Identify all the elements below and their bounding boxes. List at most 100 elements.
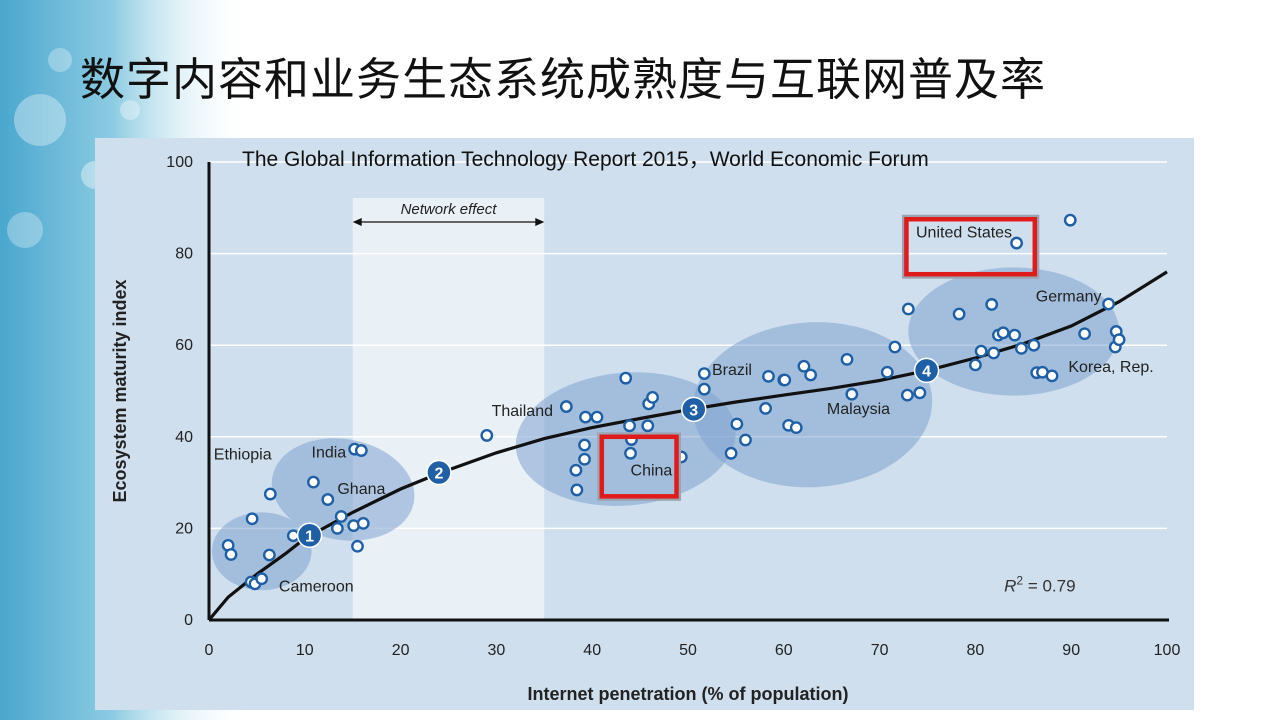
- data-point: [624, 446, 637, 460]
- arrow-head-left: [352, 218, 362, 226]
- cluster-ellipse: [211, 512, 312, 591]
- data-point: [730, 417, 744, 431]
- stage-marker-label: 1: [305, 528, 314, 545]
- data-point: [1063, 213, 1077, 227]
- network-effect-band: [352, 198, 545, 620]
- highlight-box-outline: [597, 432, 682, 501]
- x-tick-label: 90: [1062, 642, 1080, 659]
- data-point: [913, 386, 927, 400]
- country-label: Brazil: [712, 362, 752, 379]
- data-point: [996, 326, 1010, 340]
- data-point: [697, 367, 711, 380]
- data-point: [354, 444, 368, 457]
- y-axis-label: Ecosystem maturity index: [110, 279, 130, 502]
- data-point: [952, 307, 966, 321]
- highlight-box: [599, 434, 679, 499]
- cluster-ellipse: [692, 322, 933, 488]
- data-point: [334, 510, 348, 523]
- stage-marker: [296, 522, 323, 549]
- data-point: [569, 463, 583, 477]
- country-label: Korea, Rep.: [1068, 359, 1153, 376]
- x-tick-label: 70: [871, 642, 889, 659]
- stage-marker: [913, 357, 940, 384]
- data-point: [880, 365, 894, 379]
- data-point: [578, 438, 591, 452]
- data-point: [623, 419, 636, 433]
- data-point: [255, 572, 269, 586]
- x-tick-label: 30: [488, 642, 506, 659]
- y-tick-label: 100: [166, 154, 193, 171]
- network-effect-arrow: [352, 218, 545, 226]
- data-point: [697, 382, 711, 396]
- data-point: [263, 487, 277, 501]
- data-point: [724, 446, 738, 460]
- cluster-ellipse: [271, 438, 415, 541]
- x-tick-label: 60: [775, 642, 793, 659]
- data-point: [1112, 333, 1126, 347]
- data-point: [1008, 328, 1022, 342]
- data-point: [578, 452, 591, 466]
- country-label: Germany: [1036, 289, 1102, 306]
- data-point: [969, 358, 982, 372]
- data-point: [480, 429, 494, 442]
- data-point: [845, 387, 859, 401]
- data-point: [619, 371, 633, 385]
- data-point: [307, 475, 320, 489]
- data-point: [888, 340, 902, 354]
- stage-marker: [680, 396, 707, 423]
- data-point: [974, 344, 988, 358]
- network-effect-label: Network effect: [401, 201, 498, 218]
- y-tick-label: 20: [175, 520, 193, 537]
- data-point: [1078, 327, 1092, 341]
- x-tick-label: 100: [1154, 642, 1181, 659]
- data-point: [262, 548, 276, 562]
- data-point: [1102, 297, 1115, 311]
- data-point: [804, 368, 818, 382]
- data-point: [330, 522, 344, 535]
- data-point: [840, 352, 854, 366]
- data-point: [646, 391, 659, 404]
- data-point: [224, 548, 238, 561]
- highlight-box: [904, 217, 1038, 277]
- x-tick-label: 50: [679, 642, 697, 659]
- data-point: [1010, 236, 1023, 250]
- x-tick-label: 80: [967, 642, 985, 659]
- country-label: Thailand: [492, 403, 553, 420]
- data-point: [1027, 338, 1041, 352]
- country-label: Malaysia: [827, 401, 890, 418]
- country-label: Ghana: [337, 481, 385, 498]
- data-point: [759, 402, 772, 415]
- r-squared-annotation: R2 = 0.79: [1004, 574, 1075, 596]
- slide-title: 数字内容和业务生态系统成熟度与互联网普及率: [80, 53, 1047, 106]
- data-point: [985, 298, 999, 311]
- data-point: [762, 369, 775, 383]
- data-point: [590, 410, 604, 424]
- stage-marker: [426, 459, 452, 486]
- y-tick-label: 80: [175, 246, 193, 263]
- data-point: [797, 359, 811, 373]
- x-axis-label: Internet penetration (% of population): [528, 684, 849, 704]
- stage-marker-label: 3: [689, 402, 698, 419]
- arrow-head-right: [535, 218, 545, 226]
- stage-marker-label: 4: [922, 363, 931, 380]
- data-point: [901, 302, 915, 316]
- data-point: [351, 539, 364, 553]
- data-point: [356, 516, 370, 530]
- x-tick-label: 40: [583, 642, 601, 659]
- country-label: China: [631, 463, 673, 480]
- country-label: Ethiopia: [214, 447, 272, 464]
- data-point: [579, 410, 592, 424]
- source-caption: The Global Information Technology Report…: [242, 148, 929, 171]
- data-point: [778, 373, 792, 387]
- data-point: [641, 419, 655, 433]
- data-point: [321, 493, 335, 506]
- y-tick-label: 60: [175, 337, 193, 354]
- data-point: [570, 483, 584, 497]
- data-point: [1045, 369, 1059, 383]
- data-point: [900, 388, 914, 402]
- stage-marker-label: 2: [434, 466, 443, 483]
- x-tick-label: 10: [296, 642, 314, 659]
- data-point: [245, 512, 259, 526]
- x-tick-label: 20: [392, 642, 410, 659]
